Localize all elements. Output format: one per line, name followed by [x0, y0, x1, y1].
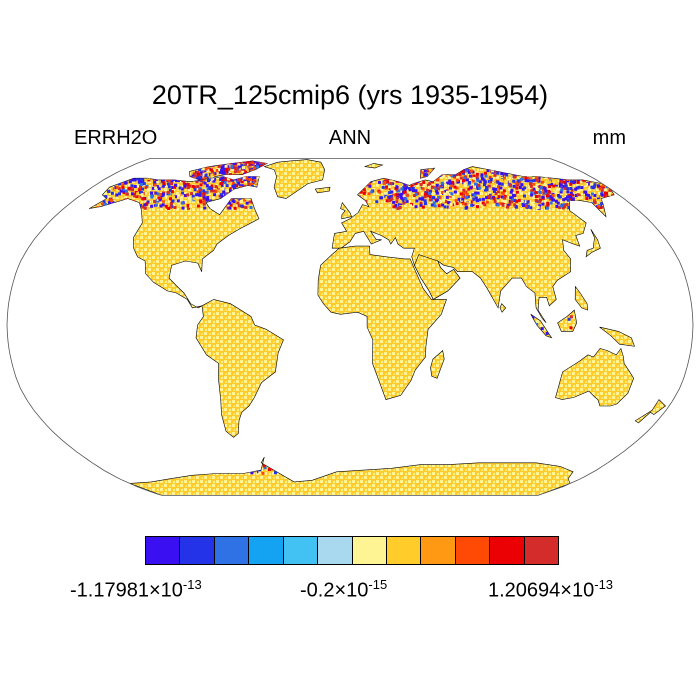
land-south-america	[195, 299, 284, 438]
colorbar-box-5	[318, 537, 353, 564]
land-madagascar	[430, 350, 445, 379]
land-arabia-patch	[414, 254, 461, 300]
land-japan	[585, 229, 601, 258]
land-uk	[340, 201, 353, 220]
land-antarctica	[129, 456, 574, 496]
colorbar-box-1	[180, 537, 215, 564]
colorbar-box-2	[214, 537, 250, 564]
units-label: mm	[592, 127, 626, 149]
land-greenland	[263, 159, 326, 199]
land-philippines	[574, 285, 588, 311]
colorbar-box-4	[283, 537, 319, 564]
plot-title: 20TR_125cmip6 (yrs 1935-1954)	[151, 80, 549, 110]
colorbar-mid-label: -0.2×10-15	[300, 577, 388, 602]
colorbar-box-0	[146, 537, 181, 564]
land-iceland	[314, 186, 331, 194]
land-svalbard	[364, 163, 384, 169]
variable-label: ERRH2O	[74, 127, 158, 149]
colorbar-box-8	[421, 537, 456, 564]
colorbar-min-label: -1.17981×10-13	[70, 577, 202, 602]
land-new-zealand	[634, 399, 666, 424]
colorbar-max-label: 1.20694×10-13	[488, 577, 614, 602]
colorbar-box-10	[490, 537, 525, 564]
map-boundary	[6, 158, 694, 496]
colorbar-box-7	[386, 537, 422, 564]
colorbar-box-9	[455, 537, 491, 564]
land-africa	[317, 245, 447, 400]
land-australia	[555, 347, 635, 407]
land-sri-lanka	[499, 303, 507, 313]
colorbar-box-3	[249, 537, 284, 564]
land-new-guinea	[599, 326, 635, 347]
season-label: ANN	[328, 127, 372, 149]
colorbar	[145, 536, 559, 565]
colorbar-box-6	[352, 537, 387, 564]
colorbar-box-11	[524, 537, 559, 564]
